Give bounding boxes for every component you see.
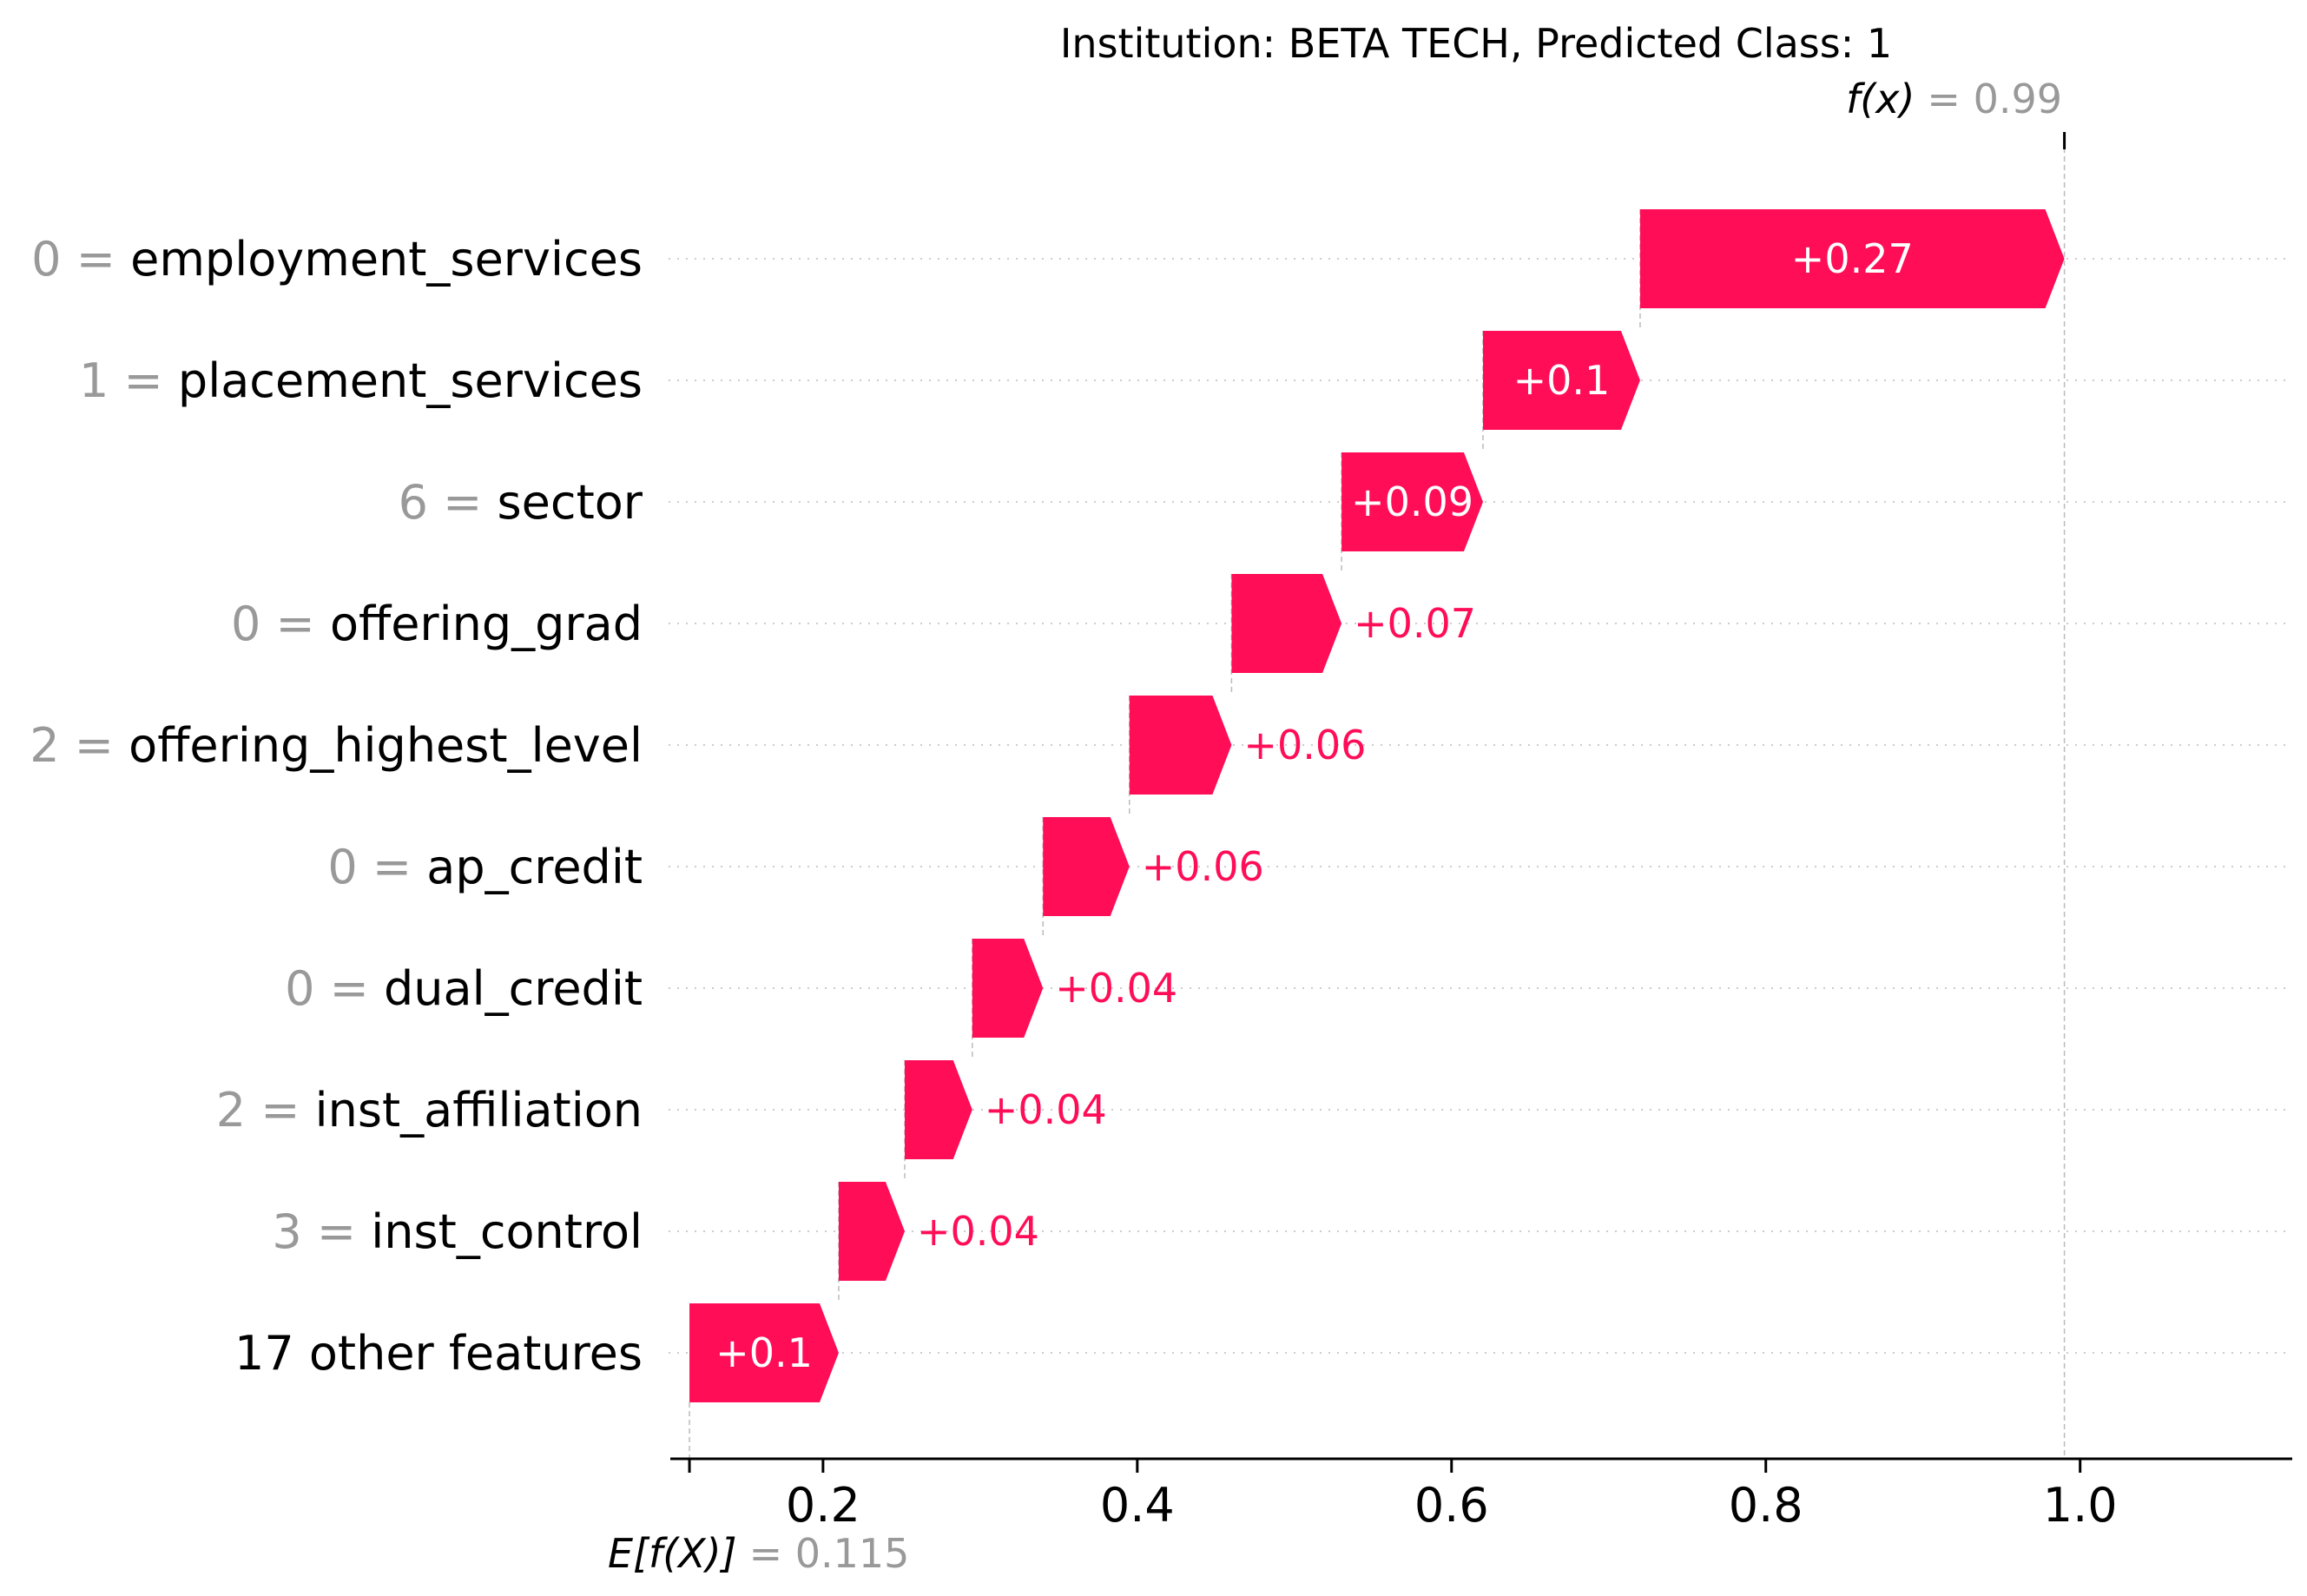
feature-name: offering_grad [330, 597, 643, 651]
feature-value: 3 = [272, 1204, 371, 1259]
output-label: f(x) [1846, 76, 1915, 122]
shap-bar [1341, 452, 1483, 551]
shap-bar [1482, 331, 1640, 430]
x-axis: 0.2 0.4 0.6 0.8 1.0 [670, 132, 2292, 1533]
feature-name: employment_services [130, 232, 643, 287]
feature-value: 0 = [327, 840, 426, 894]
contribution-label: +0.07 [1354, 600, 1476, 647]
feature-name: inst_control [371, 1204, 643, 1259]
contribution-label: +0.09 [1351, 478, 1473, 525]
shap-bar [1231, 574, 1342, 673]
row-guides [669, 258, 2292, 1354]
feature-value: 0 = [285, 961, 384, 1016]
x-tick-label: 1.0 [2043, 1478, 2118, 1533]
shap-bar [972, 939, 1044, 1038]
shap-bar [1043, 817, 1130, 916]
contribution-label: +0.04 [1055, 965, 1177, 1012]
x-tick-label: 0.6 [1414, 1478, 1489, 1533]
contribution-label: +0.27 [1791, 235, 1914, 282]
output-value: = 0.99 [1927, 76, 2062, 122]
feature-label: 2 = offering_highest_level [30, 718, 643, 773]
base-annotation: E[f(X)] = 0.115 [608, 1530, 909, 1577]
feature-value: 2 = [216, 1083, 315, 1138]
svg-text:f(x)= 0.99: f(x) = 0.99 [1846, 76, 2062, 122]
feature-name: ap_credit [426, 840, 643, 894]
feature-label: 0 = ap_credit [327, 840, 643, 894]
feature-value: 0 = [31, 232, 130, 287]
feature-name: offering_highest_level [129, 718, 643, 773]
contribution-label: +0.06 [1142, 843, 1264, 890]
bars [689, 209, 2065, 1402]
feature-name: dual_credit [384, 961, 643, 1016]
feature-name: 17 other features [234, 1326, 643, 1381]
feature-name: inst_affiliation [315, 1083, 643, 1138]
x-tick-label: 0.4 [1100, 1478, 1175, 1533]
feature-name: sector [498, 475, 643, 530]
feature-label: 6 = sector [399, 475, 643, 530]
feature-value: 2 = [30, 718, 129, 773]
contribution-label: +0.06 [1243, 722, 1366, 768]
feature-label: 1 = placement_services [79, 353, 643, 408]
feature-name: placement_services [178, 353, 643, 408]
contribution-label: +0.04 [985, 1086, 1107, 1133]
x-tick-label: 0.8 [1729, 1478, 1803, 1533]
feature-labels: +0.27 0 = employment_services +0.1 1 = plac… [30, 232, 1914, 1381]
connector-lines [689, 139, 2066, 1459]
output-annotation: f(x) = 0.99 [1846, 76, 2062, 122]
shap-bar [904, 1060, 972, 1159]
shap-bar [1639, 209, 2065, 308]
shap-bar [1129, 696, 1232, 795]
feature-value: 0 = [231, 597, 330, 651]
feature-label: 0 = employment_services [31, 232, 643, 287]
contribution-label: +0.04 [917, 1208, 1039, 1255]
contribution-label: +0.1 [715, 1329, 813, 1376]
feature-label: 0 = offering_grad [231, 597, 643, 651]
feature-label: 3 = inst_control [272, 1204, 643, 1259]
shap-bar [689, 1303, 839, 1402]
shap-bar [838, 1182, 905, 1281]
feature-label: 17 other features [234, 1326, 643, 1381]
feature-label: 2 = inst_affiliation [216, 1083, 643, 1138]
chart-title: Institution: BETA TECH, Predicted Class:… [1060, 20, 1892, 67]
feature-label: 0 = dual_credit [285, 961, 643, 1016]
feature-value: 6 = [399, 475, 498, 530]
feature-value: 1 = [79, 353, 178, 408]
base-label: E[f(X)] [608, 1530, 737, 1577]
contribution-label: +0.1 [1513, 357, 1611, 404]
x-tick-label: 0.2 [786, 1478, 860, 1533]
svg-text:E[f(X)]= 0.115: E[f(X)] = 0.115 [608, 1530, 909, 1577]
base-value: = 0.115 [749, 1530, 910, 1577]
